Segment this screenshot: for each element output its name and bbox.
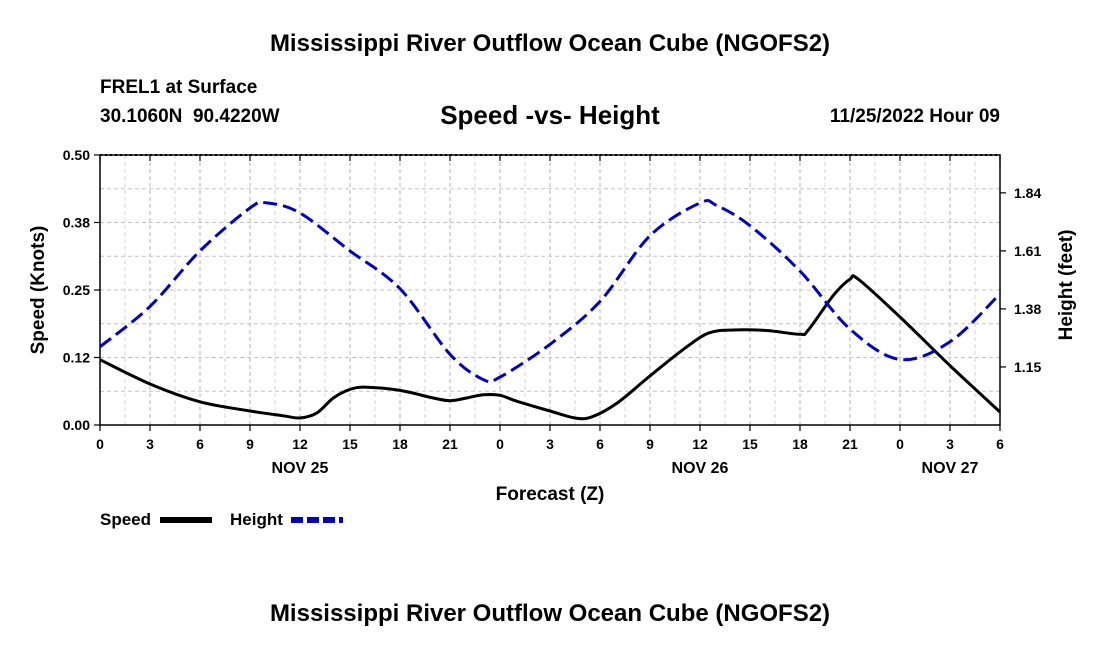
x-tick-label: 18	[792, 436, 808, 452]
x-day-label: NOV 26	[672, 460, 729, 477]
figure-title: Mississippi River Outflow Ocean Cube (NG…	[269, 30, 831, 57]
date-label: 11/25/2022 Hour 09	[829, 106, 1000, 127]
y-right-tick-label: 1.15	[1014, 359, 1041, 375]
y-right-tick-label: 1.38	[1014, 301, 1041, 317]
y-left-axis-label: Speed (Knots)	[28, 226, 49, 355]
x-tick-label: 3	[146, 436, 154, 452]
y-right-tick-label: 1.84	[1014, 185, 1041, 201]
legend-speed-swatch	[160, 517, 212, 523]
x-tick-label: 12	[692, 436, 708, 452]
series-height-line	[99, 199, 1002, 384]
chart-title: Speed -vs- Height	[440, 100, 660, 130]
coordinates-label: 30.1060N 90.4220W	[100, 106, 280, 127]
y-left-tick-label: 0.25	[63, 282, 90, 298]
y-left-tick-label: 0.38	[63, 215, 90, 231]
x-tick-label: 21	[842, 436, 858, 452]
x-tick-label: 15	[742, 436, 758, 452]
legend-height-swatch	[291, 517, 343, 523]
y-right-axis-label: Height (feet)	[1056, 230, 1077, 341]
x-tick-label: 6	[196, 436, 204, 452]
y-left-tick-label: 0.00	[63, 417, 90, 433]
x-tick-label: 15	[342, 436, 358, 452]
x-tick-label: 18	[392, 436, 408, 452]
x-day-label: NOV 25	[272, 460, 329, 477]
bottom-figure-title: Mississippi River Outflow Ocean Cube (NG…	[269, 600, 831, 627]
x-tick-label: 6	[596, 436, 604, 452]
y-left-tick-label: 0.12	[63, 350, 90, 366]
x-tick-label: 12	[292, 436, 308, 452]
x-day-label: NOV 27	[922, 460, 979, 477]
y-right-tick-label: 1.61	[1014, 243, 1041, 259]
series-speed-line	[99, 274, 1002, 421]
x-tick-label: 0	[496, 436, 504, 452]
legend-height-label: Height	[230, 510, 283, 529]
legend-speed-label: Speed	[100, 510, 152, 529]
x-tick-label: 3	[946, 436, 954, 452]
x-tick-label: 9	[246, 436, 254, 452]
x-tick-label: 3	[546, 436, 554, 452]
y-left-tick-label: 0.50	[63, 147, 90, 163]
x-axis-label: Forecast (Z)	[496, 484, 605, 505]
x-tick-label: 0	[96, 436, 104, 452]
x-tick-label: 21	[442, 436, 458, 452]
x-tick-label: 9	[646, 436, 654, 452]
station-label: FREL1 at Surface	[100, 77, 258, 98]
x-tick-label: 0	[896, 436, 904, 452]
x-tick-label: 6	[996, 436, 1004, 452]
